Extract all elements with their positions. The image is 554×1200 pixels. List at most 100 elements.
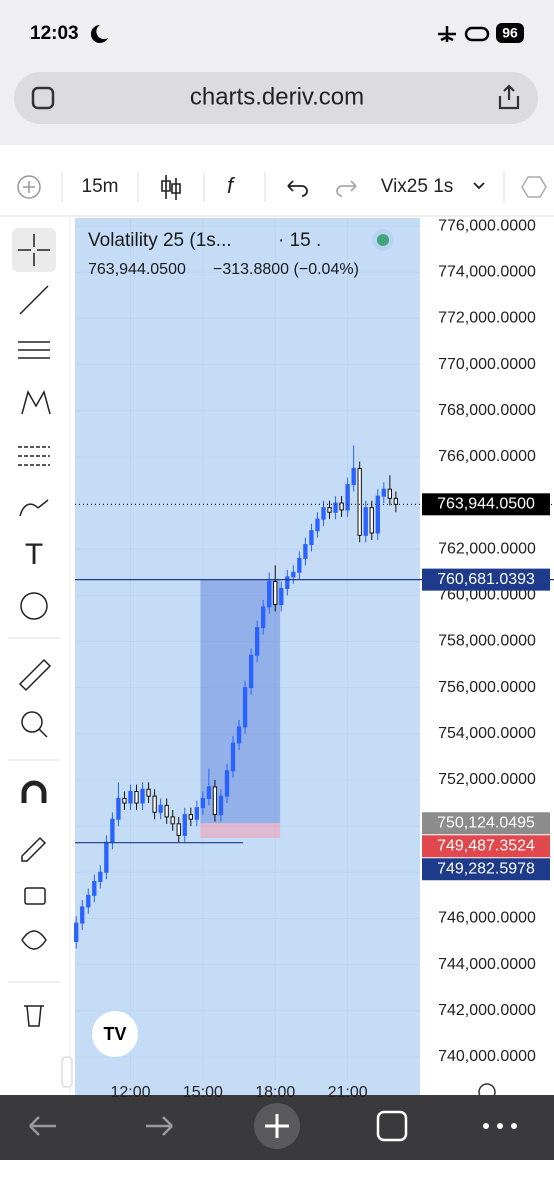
candle-body (333, 502, 338, 513)
fib-tool[interactable] (18, 341, 50, 359)
candle-body (170, 816, 175, 825)
candle-body (291, 571, 296, 578)
brush-tool[interactable] (19, 499, 49, 517)
chart-type-button[interactable] (161, 175, 181, 200)
url-bar[interactable] (14, 72, 538, 124)
emoji-tool[interactable] (20, 592, 48, 620)
interval-button[interactable]: 15m (82, 176, 119, 197)
candle-body (236, 726, 242, 744)
candle-body (194, 807, 199, 820)
x-tick-label: 18:00 (255, 1084, 295, 1101)
price-label-box (422, 835, 550, 858)
magnet-tool[interactable] (21, 780, 47, 803)
price-label-box (422, 493, 550, 516)
settings-button[interactable] (521, 176, 547, 198)
candle-body (188, 814, 193, 820)
y-tick-label: 762,000.0000 (438, 540, 536, 557)
candle-body (393, 497, 399, 505)
price-label: 749,487.3524 (437, 837, 535, 854)
battery-level: 96 (502, 25, 518, 41)
lock-drawing-tool[interactable] (21, 836, 47, 862)
candle-body (206, 786, 212, 799)
crosshair-tool[interactable] (12, 228, 56, 272)
candle-body (279, 587, 284, 606)
prediction-tool[interactable] (18, 446, 50, 466)
candle-body (200, 797, 206, 809)
menu-dot (483, 1123, 489, 1129)
candle-body (375, 495, 380, 534)
candle-body (164, 804, 169, 818)
zoom-handle (38, 728, 48, 738)
measure-tool[interactable] (18, 658, 52, 692)
text-tool[interactable]: T (25, 538, 43, 571)
candle-body (273, 580, 278, 606)
legend-change: −313.8800 (−0.04%) (213, 261, 359, 278)
back-button[interactable] (29, 1116, 56, 1136)
redo-button[interactable] (336, 180, 357, 197)
candle-body (315, 518, 320, 532)
trend-line-tool[interactable] (19, 285, 49, 315)
candle-body (321, 507, 326, 520)
clock: 12:03 (30, 23, 79, 44)
undo-button[interactable] (287, 180, 308, 197)
forward-button[interactable] (146, 1116, 173, 1136)
candle-body (158, 804, 163, 813)
add-symbol-button[interactable] (17, 175, 41, 199)
link-icon (464, 26, 490, 42)
y-tick-label: 774,000.0000 (438, 263, 536, 280)
pattern-tool[interactable] (21, 390, 51, 415)
dropdown-icon[interactable] (473, 182, 485, 190)
y-tick-label: 754,000.0000 (438, 725, 536, 742)
candle-body (351, 467, 356, 486)
tabs-button[interactable] (376, 1110, 408, 1142)
unlock-tool[interactable] (24, 887, 46, 905)
candle-body (309, 530, 314, 546)
candle-body (152, 795, 157, 813)
candle-body (254, 627, 260, 656)
y-tick-label: 742,000.0000 (438, 1002, 536, 1019)
indicators-button[interactable]: f (227, 173, 236, 198)
candle-body (285, 576, 290, 589)
zoom-tool[interactable] (21, 711, 43, 733)
battery (496, 23, 524, 43)
price-label-box (422, 568, 550, 591)
candle-body (327, 507, 332, 513)
candle-body (230, 742, 236, 772)
tradingview-logo[interactable] (92, 1011, 138, 1057)
share-icon[interactable] (498, 84, 520, 110)
price-label: 749,282.5978 (437, 860, 535, 877)
price-label: 763,944.0500 (437, 496, 535, 513)
market-status (377, 234, 389, 246)
candle-body (303, 544, 308, 559)
candle-body (218, 795, 224, 816)
site-settings-icon[interactable] (31, 86, 55, 110)
candle-body (248, 654, 254, 689)
candle-body (182, 814, 187, 836)
candle-body (363, 507, 368, 536)
y-tick-label: 752,000.0000 (438, 771, 536, 788)
price-label: 750,124.0495 (437, 814, 535, 831)
delete-tool[interactable] (24, 1005, 44, 1027)
candle-body (357, 467, 362, 536)
candle-body (242, 687, 248, 728)
y-tick-label: 756,000.0000 (438, 679, 536, 696)
candle-body (116, 797, 121, 820)
candle-body (140, 788, 145, 804)
legend-symbol: Volatility 25 (1s... (88, 230, 232, 251)
crosshair-icon (18, 234, 50, 266)
candle-body (146, 788, 151, 797)
candle-body (224, 770, 230, 797)
symbol-search[interactable]: Vix25 1s (381, 176, 454, 197)
loss-zone (200, 823, 281, 838)
candle-body (381, 488, 386, 497)
collapse-toolbar[interactable] (61, 1056, 73, 1088)
candle-body (176, 823, 181, 836)
hide-tool[interactable] (21, 930, 47, 950)
y-tick-label: 740,000.0000 (438, 1048, 536, 1065)
candle-body (92, 881, 97, 896)
plus-icon (23, 181, 35, 193)
url: charts.deriv.com (190, 83, 364, 110)
y-tick-label: 760,000.0000 (438, 587, 536, 604)
candle-body (134, 791, 139, 804)
